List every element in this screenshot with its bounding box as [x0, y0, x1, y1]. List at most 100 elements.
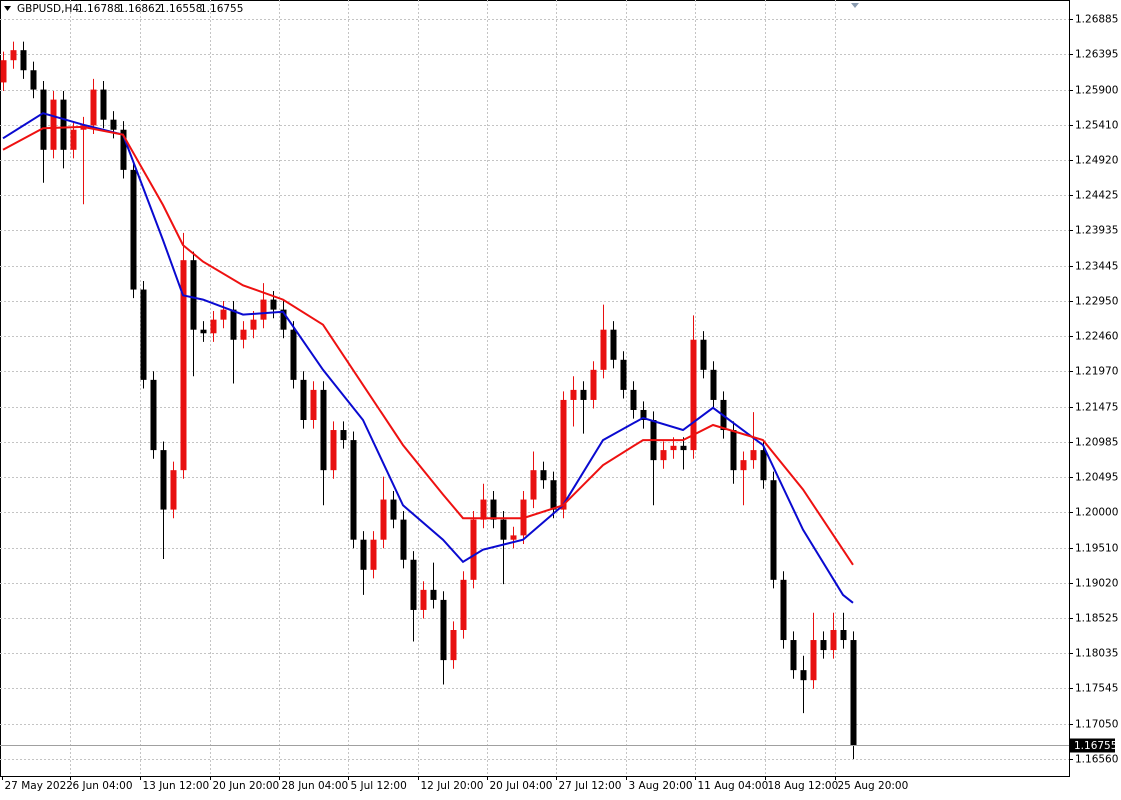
candle-body [130, 169, 137, 290]
menu-arrow[interactable] [4, 6, 11, 11]
candle-body [800, 670, 807, 681]
candle-body [760, 450, 767, 481]
candle-body [290, 329, 297, 380]
candle-body [340, 430, 347, 441]
candle-body [310, 389, 317, 421]
price-label: 1.16755 [1074, 740, 1117, 752]
header-open: 1.16788 [77, 3, 120, 15]
x-tick-label: 25 Aug 20:00 [838, 780, 909, 792]
moving-average-line [2, 112, 854, 604]
candle-body [810, 640, 817, 681]
candle-body [390, 499, 397, 520]
candle-body [510, 535, 517, 540]
y-tick-label: 1.19020 [1075, 578, 1118, 590]
y-tick-label: 1.26395 [1075, 49, 1118, 61]
moving-average-line [2, 125, 854, 566]
candle-body [430, 589, 437, 600]
candle-body [240, 329, 247, 340]
candle-body [850, 640, 857, 746]
y-tick-label: 1.16560 [1075, 754, 1118, 766]
candle-body [830, 630, 837, 651]
x-tick-label: 20 Jun 20:00 [213, 780, 280, 792]
y-tick-label: 1.19510 [1075, 543, 1118, 555]
candle-body [360, 539, 367, 570]
candle-body [30, 70, 37, 90]
candle-body [420, 589, 427, 610]
y-tick-label: 1.22460 [1075, 331, 1118, 343]
y-tick-label: 1.24920 [1075, 155, 1118, 167]
candle-body [560, 399, 567, 510]
x-tick-label: 5 Jul 12:00 [351, 780, 407, 792]
candle-body [150, 379, 157, 451]
candle-body [820, 640, 827, 651]
candle-body [100, 89, 107, 120]
candle-body [210, 319, 217, 334]
candle-body [110, 119, 117, 130]
candle-body [90, 89, 97, 126]
candle-body [280, 309, 287, 330]
candle-body [250, 319, 257, 330]
y-tick-label: 1.20495 [1075, 472, 1118, 484]
candle-body [410, 559, 417, 610]
candle-body [660, 450, 667, 461]
candle-body [620, 359, 627, 390]
y-tick-label: 1.17050 [1075, 719, 1118, 731]
x-tick-label: 11 Aug 04:00 [698, 780, 769, 792]
x-tick-label: 28 Jun 04:00 [282, 780, 349, 792]
candle-body [600, 329, 607, 370]
candle-body [740, 460, 747, 471]
candle-body [140, 289, 147, 380]
candle-body [770, 480, 777, 580]
candle-body [20, 50, 27, 71]
y-tick-label: 1.18035 [1075, 648, 1118, 660]
y-tick-label: 1.21970 [1075, 366, 1118, 378]
candle-body [400, 519, 407, 560]
candle-body [10, 50, 17, 61]
candle-body [840, 630, 847, 641]
candle-body [640, 409, 647, 421]
candle-body [710, 369, 717, 400]
candle-body [350, 440, 357, 540]
grid [0, 0, 1069, 776]
y-tick-label: 1.20985 [1075, 437, 1118, 449]
y-tick-label: 1.22950 [1075, 296, 1118, 308]
candle-body [320, 389, 327, 471]
shift-marker[interactable] [851, 3, 859, 8]
candle-body [750, 450, 757, 461]
candle-body [60, 99, 67, 150]
candle-body [690, 339, 697, 451]
candle-body [460, 579, 467, 631]
candle-body [490, 499, 497, 520]
header-low: 1.16558 [159, 3, 202, 15]
candle-body [40, 89, 47, 150]
candle-body [530, 470, 537, 500]
candle-body [50, 99, 57, 150]
candle-body [160, 450, 167, 510]
marks [0, 41, 857, 760]
y-tick-label: 1.23935 [1075, 225, 1118, 237]
candle-body [230, 309, 237, 340]
price-label-box [1070, 738, 1115, 753]
candle-body [200, 329, 207, 334]
candle-body [380, 499, 387, 540]
x-tick-label: 27 May 2022 [5, 780, 73, 792]
x-tick-label: 12 Jul 20:00 [421, 780, 484, 792]
candle-body [500, 519, 507, 540]
y-tick-label: 1.21475 [1075, 402, 1118, 414]
candle-body [630, 389, 637, 410]
plot-area [0, 0, 1070, 777]
x-tick-label: 27 Jul 12:00 [559, 780, 622, 792]
candle-body [440, 599, 447, 661]
y-tick-label: 1.25410 [1075, 120, 1118, 132]
y-tick-label: 1.25900 [1075, 85, 1118, 97]
candle-body [120, 129, 127, 170]
y-tick-label: 1.26885 [1075, 14, 1118, 26]
candle-body [0, 60, 7, 83]
candle-body [470, 519, 477, 580]
candle-body [680, 445, 687, 451]
y-tick-label: 1.23445 [1075, 261, 1118, 273]
symbol-label: GBPUSD,H4 [17, 3, 79, 15]
y-tick-label: 1.18525 [1075, 613, 1118, 625]
